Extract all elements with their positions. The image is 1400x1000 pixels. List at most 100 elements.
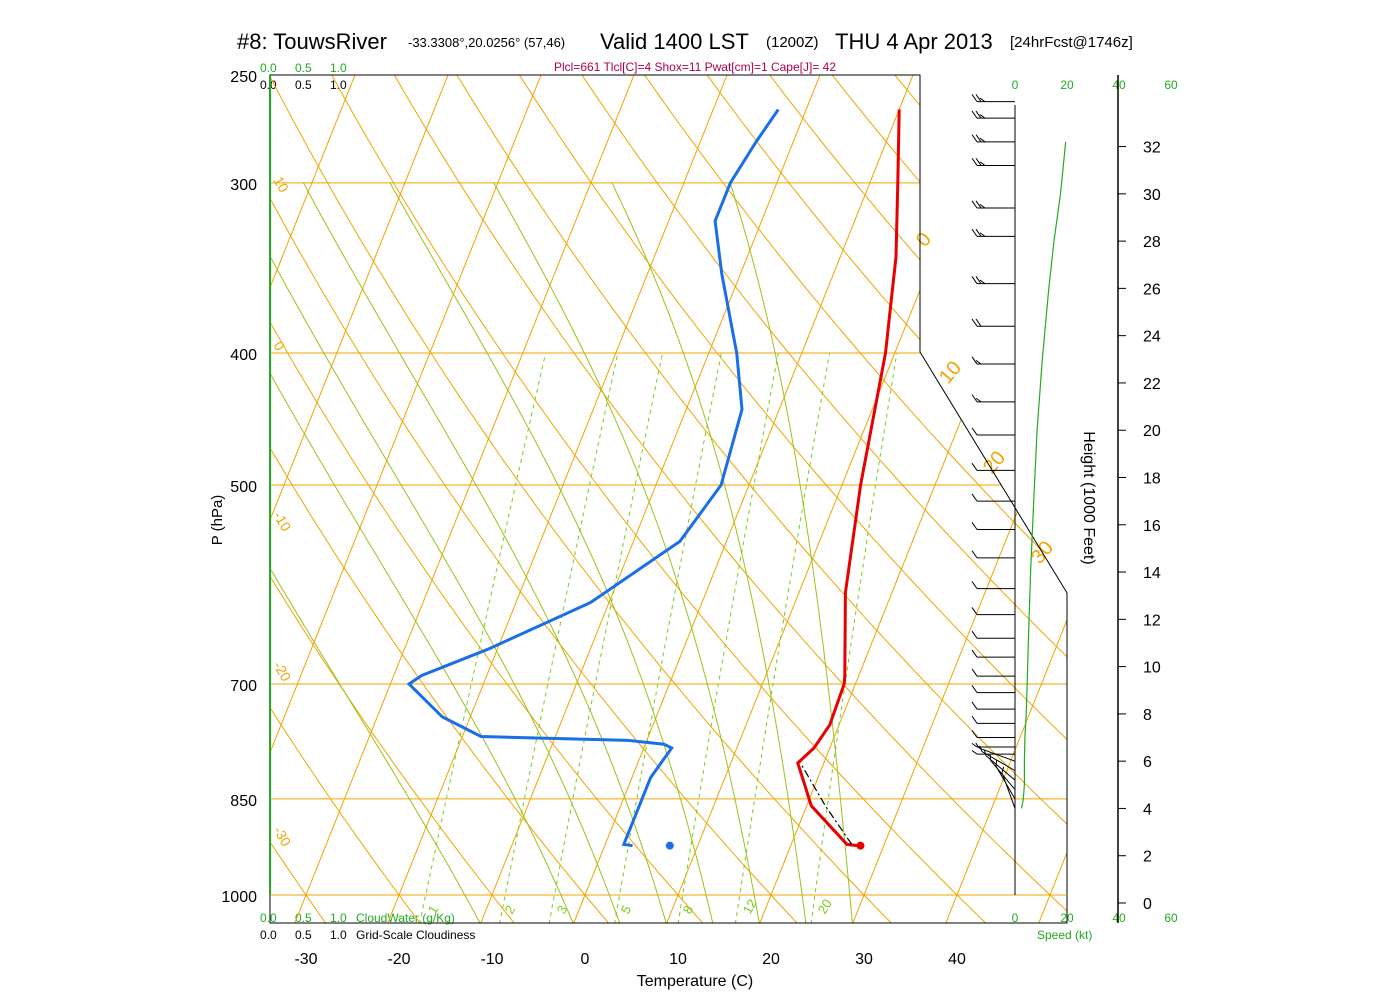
- dry-adiabat: [270, 75, 516, 923]
- wind-barb: [971, 701, 1015, 710]
- pressure-tick-label: 500: [230, 479, 257, 496]
- temperature-tick-label: 10: [669, 951, 687, 968]
- station-coords: -33.3308°,20.0256° (57,46): [408, 35, 565, 50]
- pressure-tick-label: 700: [230, 678, 257, 695]
- isotherm-label: -30: [270, 824, 294, 850]
- wind-barb-flag: [975, 397, 982, 403]
- cloudiness-label: Grid-Scale Cloudiness: [356, 928, 475, 942]
- dry-adiabat: [270, 75, 421, 923]
- height-tick-label: 14: [1143, 565, 1161, 582]
- surface-temperature-marker: [856, 841, 865, 850]
- temperature-tick-label: -20: [387, 951, 410, 968]
- pressure-tick-label: 1000: [221, 889, 257, 906]
- valid-date: THU 4 Apr 2013: [835, 29, 993, 54]
- dry-adiabat: [427, 75, 1067, 923]
- wind-barb: [971, 742, 1015, 748]
- wind-barb: [971, 630, 1015, 639]
- wind-barb-flag: [979, 232, 986, 237]
- wind-barbs: [971, 94, 1016, 809]
- dry-adiabat: [270, 75, 704, 923]
- height-tick-label: 32: [1143, 140, 1161, 157]
- isotherm-line: [572, 75, 934, 923]
- x-axis-label: Temperature (C): [637, 973, 753, 990]
- wind-speed-profile: [1020, 141, 1067, 809]
- moist-adiabat: [729, 182, 853, 923]
- isotherm-line: [758, 75, 1067, 923]
- wind-barb-flag: [971, 581, 978, 589]
- isotherm-label: -10: [270, 509, 294, 535]
- station-title: #8: TouwsRiver: [237, 29, 387, 54]
- mixing-ratio-line: [734, 352, 831, 923]
- isotherm-line: [0, 26, 96, 924]
- moist-adiabat: [302, 182, 667, 923]
- wind-barb: [971, 715, 1015, 724]
- height-tick-label: 2: [1143, 849, 1152, 866]
- wind-barb: [971, 134, 1015, 143]
- height-tick-label: 20: [1143, 423, 1161, 440]
- wind-barb-flag: [971, 200, 978, 209]
- wind-barb-flag: [975, 360, 982, 365]
- wind-barb: [971, 550, 1015, 559]
- wind-barb-flag: [983, 749, 987, 756]
- wind-barb: [971, 356, 1015, 365]
- height-tick-label: 22: [1143, 376, 1161, 393]
- height-tick-label: 16: [1143, 518, 1161, 535]
- wind-barb-staff: [981, 751, 1016, 772]
- mixing-ratio-label: 8: [680, 903, 697, 917]
- temperature-tick-label: 40: [948, 951, 966, 968]
- wind-barb-flag: [971, 94, 978, 102]
- mixing-ratio-line: [614, 352, 722, 923]
- moist-adiabat: [270, 182, 574, 923]
- pressure-tick-label: 300: [230, 177, 257, 194]
- y2-axis-label: Height (1000 Feet): [1080, 431, 1097, 564]
- forecast-info: [24hrFcst@1746z]: [1010, 34, 1133, 51]
- isotherm-line: [270, 75, 376, 923]
- cloudwater-tick: 1.0: [330, 61, 347, 75]
- plot-border: [269, 74, 1068, 924]
- dry-adiabat: [549, 75, 1067, 923]
- cloudwater-label: CloudWater (g/Kg): [356, 911, 455, 925]
- wind-barb-flag: [979, 279, 986, 285]
- dry-adiabat: [270, 75, 610, 923]
- wind-barb: [971, 685, 1015, 694]
- isotherm-line: [386, 75, 748, 923]
- wind-barb-flag: [971, 462, 978, 471]
- wind-barb-flag: [975, 200, 982, 209]
- dry-adiabat: [304, 75, 987, 923]
- wind-barb: [971, 649, 1015, 658]
- wind-barb-staff: [1001, 772, 1016, 809]
- mixing-ratio-label: 3: [554, 903, 571, 917]
- dry-adiabat: [854, 75, 1067, 923]
- height-tick-label: 26: [1143, 281, 1161, 298]
- cloudiness-tick: 0.0: [260, 928, 277, 942]
- pressure-tick-label: 400: [230, 347, 257, 364]
- wind-barb: [971, 493, 1015, 502]
- isotherm-line: [665, 75, 1027, 923]
- height-tick-label: 10: [1143, 660, 1161, 677]
- dry-adiabat-label: 0: [912, 229, 936, 252]
- valid-time: Valid 1400 LST: [600, 29, 749, 54]
- wind-speed-tick: 40: [1112, 78, 1126, 92]
- wind-barb: [971, 522, 1015, 531]
- wind-barb-flag: [971, 550, 978, 559]
- wind-barb-flag: [971, 715, 978, 724]
- dry-adiabat: [671, 75, 1067, 923]
- isotherm-line: [270, 75, 283, 923]
- wind-barb: [979, 745, 1016, 772]
- wind-barb-flag: [971, 318, 978, 327]
- moist-adiabat: [611, 182, 807, 923]
- y-axis-label: P (hPa): [209, 495, 226, 546]
- isotherm-line: [479, 75, 841, 923]
- wind-barb: [971, 157, 1015, 166]
- dry-adiabat: [270, 75, 893, 923]
- wind-barb-flag: [975, 276, 982, 284]
- wind-barb-flag: [971, 630, 978, 639]
- wind-speed-tick: 60: [1164, 78, 1178, 92]
- wind-barb-flag: [971, 134, 978, 143]
- wind-barb: [971, 228, 1015, 237]
- dry-adiabat: [488, 75, 1067, 923]
- wind-speed-tick: 0: [1012, 78, 1019, 92]
- isotherm-line: [944, 75, 1067, 923]
- cloudiness-tick: 0.5: [295, 78, 312, 92]
- cloudiness-scale-top: 0.0 0.5 1.0: [260, 78, 347, 92]
